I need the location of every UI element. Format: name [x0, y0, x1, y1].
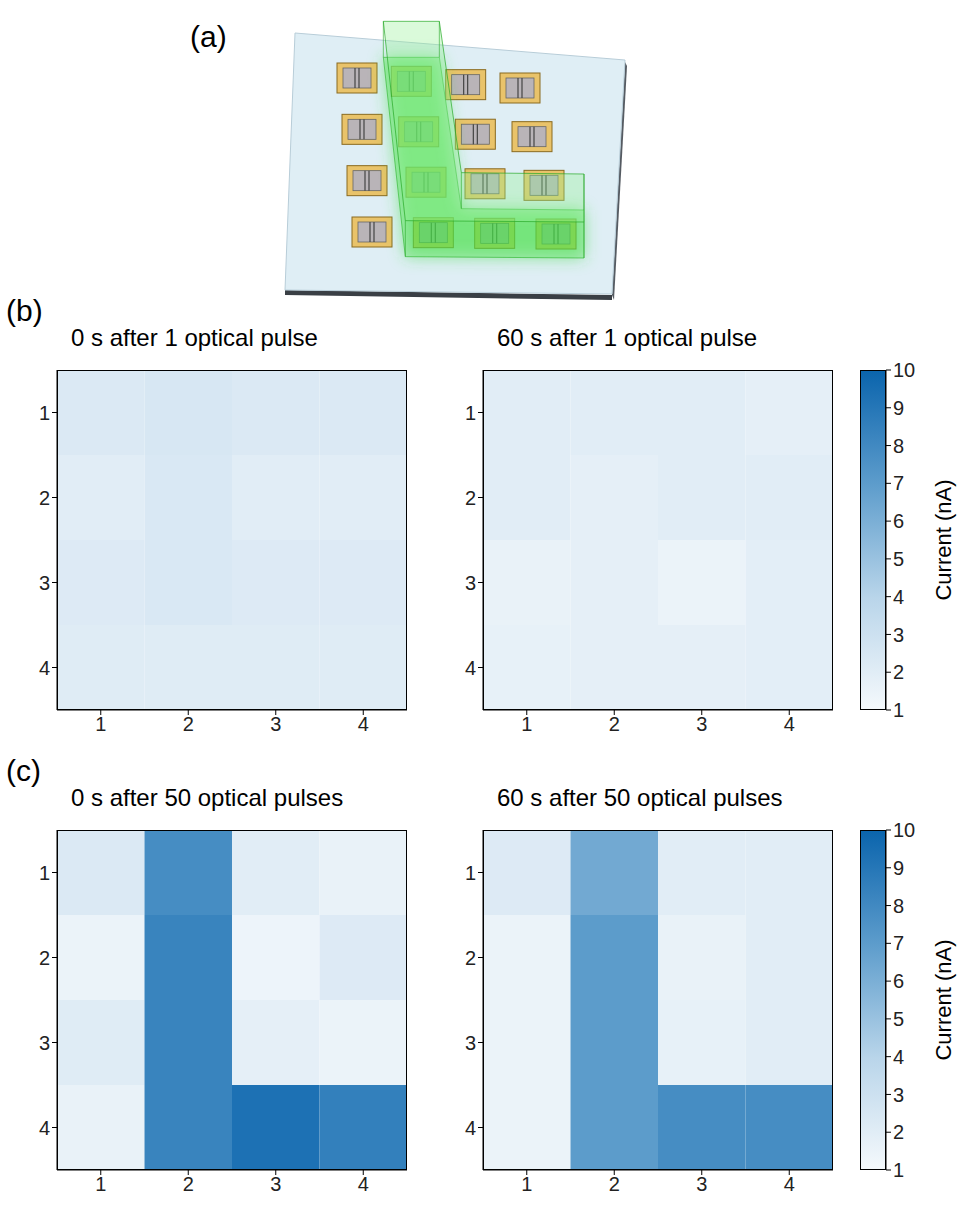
svg-text:3: 3: [270, 1173, 281, 1195]
html-text:60 s after 50 optical pulses: 60 s after 50 optical pulses: [497, 784, 783, 811]
svg-text:7: 7: [893, 472, 904, 494]
svg-text:7: 7: [893, 932, 904, 954]
svg-text:2: 2: [893, 661, 904, 683]
svg-text:2: 2: [893, 1121, 904, 1143]
svg-text:8: 8: [893, 895, 904, 917]
svg-text:1: 1: [465, 402, 476, 424]
svg-text:1: 1: [521, 713, 532, 735]
svg-text:2: 2: [465, 947, 476, 969]
svg-text:5: 5: [893, 1008, 904, 1030]
svg-text:4: 4: [39, 1117, 50, 1139]
svg-text:4: 4: [784, 1173, 795, 1195]
html-text:Current (nA): Current (nA): [931, 939, 956, 1061]
svg-text:1: 1: [39, 862, 50, 884]
svg-text:4: 4: [893, 1046, 904, 1068]
svg-text:2: 2: [465, 487, 476, 509]
svg-text:4: 4: [784, 713, 795, 735]
svg-text:2: 2: [39, 487, 50, 509]
svg-text:8: 8: [893, 435, 904, 457]
svg-text:6: 6: [893, 970, 904, 992]
svg-text:1: 1: [465, 862, 476, 884]
svg-text:4: 4: [39, 657, 50, 679]
svg-text:4: 4: [358, 713, 369, 735]
svg-text:1: 1: [893, 1159, 904, 1181]
svg-text:1: 1: [95, 713, 106, 735]
html-text:(c): (c): [6, 754, 41, 787]
svg-text:3: 3: [39, 1032, 50, 1054]
svg-text:2: 2: [39, 947, 50, 969]
html-text:0 s after 50 optical pulses: 0 s after 50 optical pulses: [71, 784, 344, 811]
svg-text:4: 4: [465, 657, 476, 679]
svg-text:9: 9: [893, 397, 904, 419]
svg-text:10: 10: [893, 820, 915, 841]
html-text:0 s after 1 optical pulse: 0 s after 1 optical pulse: [71, 324, 318, 351]
svg-text:10: 10: [893, 360, 915, 381]
svg-text:1: 1: [521, 1173, 532, 1195]
svg-text:1: 1: [893, 699, 904, 721]
svg-text:2: 2: [609, 1173, 620, 1195]
svg-text:4: 4: [358, 1173, 369, 1195]
svg-text:3: 3: [696, 1173, 707, 1195]
svg-text:1: 1: [39, 402, 50, 424]
html-text:(b): (b): [6, 294, 43, 327]
svg-text:5: 5: [893, 548, 904, 570]
svg-text:4: 4: [893, 586, 904, 608]
svg-text:3: 3: [39, 572, 50, 594]
svg-text:2: 2: [183, 1173, 194, 1195]
svg-text:4: 4: [465, 1117, 476, 1139]
html-text:60 s after 1 optical pulse: 60 s after 1 optical pulse: [497, 324, 758, 351]
svg-text:3: 3: [893, 1084, 904, 1106]
svg-text:3: 3: [696, 713, 707, 735]
svg-text:2: 2: [183, 713, 194, 735]
svg-text:3: 3: [270, 713, 281, 735]
svg-text:9: 9: [893, 857, 904, 879]
svg-text:1: 1: [95, 1173, 106, 1195]
html-text:Current (nA): Current (nA): [931, 479, 956, 601]
svg-text:3: 3: [465, 572, 476, 594]
svg-text:3: 3: [893, 624, 904, 646]
svg-text:3: 3: [465, 1032, 476, 1054]
svg-text:6: 6: [893, 510, 904, 532]
html-text:(a): (a): [190, 20, 227, 53]
svg-text:2: 2: [609, 713, 620, 735]
